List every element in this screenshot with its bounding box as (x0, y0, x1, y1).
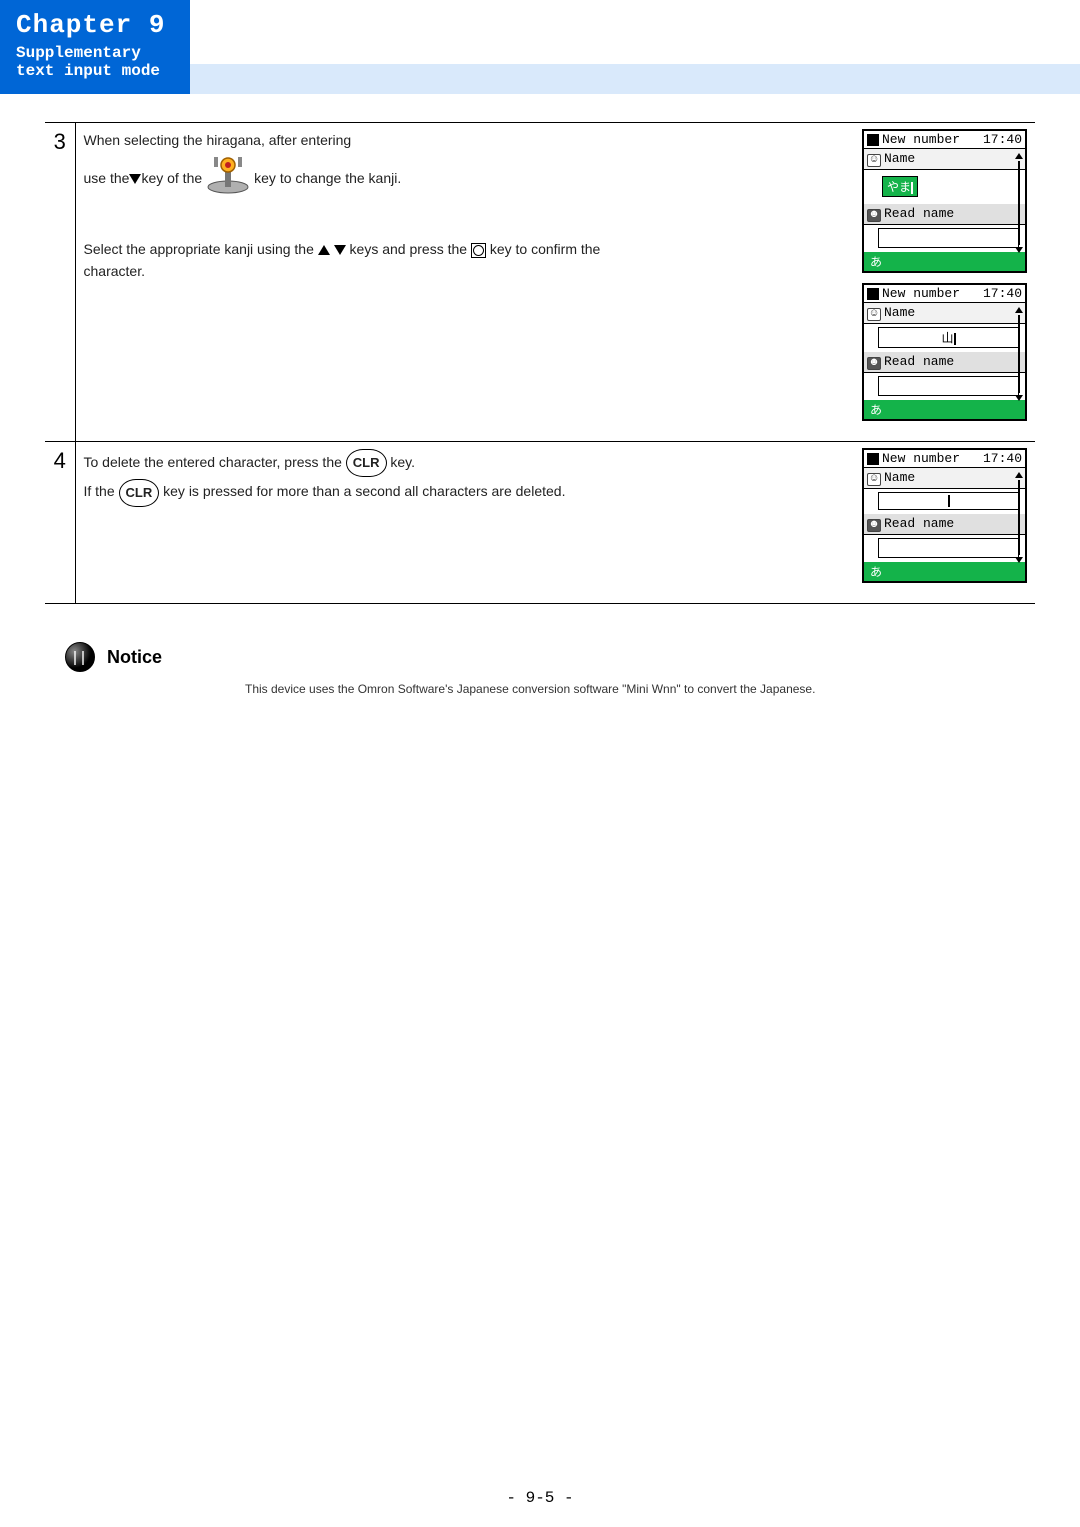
name-field (878, 492, 1019, 510)
name-field: やま (882, 176, 918, 197)
notice-block: Notice (45, 642, 1035, 672)
name-field: 山 (878, 327, 1019, 348)
text: Select the appropriate kanji using the (84, 241, 318, 257)
step-number: 4 (45, 442, 75, 604)
read-label: Read name (884, 206, 954, 221)
step3-part1: When selecting the hiragana, after enter… (84, 129, 847, 202)
phone-time: 17:40 (983, 132, 1022, 147)
step4-text: To delete the entered character, press t… (84, 448, 847, 507)
chapter-header: Chapter 9 Supplementary text input mode (0, 0, 1080, 94)
read-icon: ☻ (867, 519, 881, 532)
text: If the (84, 483, 119, 499)
text: key of the (141, 167, 202, 189)
notice-icon (65, 642, 95, 672)
phone-screenshot: New number 17:40 ☺Name 山 ☻Read name あ (862, 283, 1027, 421)
text: character. (84, 263, 145, 279)
phone-scrollbar (1015, 472, 1023, 563)
user-icon: ☺ (867, 473, 881, 486)
phone-screenshot: New number 17:40 ☺Name やま ☻Read name あ (862, 129, 1027, 273)
phone-time: 17:40 (983, 286, 1022, 301)
user-icon: ☺ (867, 308, 881, 321)
name-label: Name (884, 305, 915, 320)
confirm-key-icon (471, 243, 486, 258)
read-field (878, 538, 1019, 558)
joystick-icon (206, 155, 250, 201)
phone-scrollbar (1015, 153, 1023, 253)
bottom-rule (45, 603, 1035, 604)
text: key to change the kanji. (254, 167, 401, 189)
name-label: Name (884, 151, 915, 166)
step3-part2: Select the appropriate kanji using the k… (84, 238, 847, 283)
text: key to confirm the (490, 241, 601, 257)
phone-title: New number (882, 286, 960, 301)
clr-key-icon: CLR (119, 479, 160, 507)
read-field (878, 376, 1019, 396)
phone-title: New number (882, 132, 960, 147)
phone-screenshot: New number 17:40 ☺Name ☻Read name あ (862, 448, 1027, 583)
user-icon: ☺ (867, 154, 881, 167)
chapter-title: Chapter 9 (16, 10, 174, 40)
down-key-icon (129, 174, 141, 184)
text: key is pressed for more than a second al… (163, 483, 565, 499)
read-label: Read name (884, 516, 954, 531)
read-field (878, 228, 1019, 248)
phone-title: New number (882, 451, 960, 466)
phone-mode: あ (870, 253, 882, 270)
phone-mode: あ (870, 563, 882, 580)
phone-time: 17:40 (983, 451, 1022, 466)
header-band (190, 64, 1080, 94)
name-label: Name (884, 470, 915, 485)
steps-table: 3 When selecting the hiragana, after ent… (45, 123, 1035, 603)
step-number: 3 (45, 123, 75, 442)
page-footer: - 9-5 - (0, 1489, 1080, 1507)
phone-mode: あ (870, 401, 882, 418)
text: key. (390, 454, 415, 470)
phone-scrollbar (1015, 307, 1023, 401)
chapter-tab: Chapter 9 Supplementary text input mode (0, 0, 190, 94)
notice-label: Notice (107, 647, 162, 668)
read-icon: ☻ (867, 209, 881, 222)
text: use the (84, 167, 130, 189)
chapter-sub2: text input mode (16, 62, 174, 80)
down-key-icon (334, 245, 346, 255)
up-key-icon (318, 245, 330, 255)
read-label: Read name (884, 354, 954, 369)
read-icon: ☻ (867, 357, 881, 370)
text: When selecting the hiragana, after enter… (84, 132, 352, 148)
text: keys and press the (350, 241, 471, 257)
notice-text: This device uses the Omron Software's Ja… (245, 682, 1035, 696)
text: To delete the entered character, press t… (84, 454, 346, 470)
clr-key-icon: CLR (346, 449, 387, 477)
chapter-sub1: Supplementary (16, 44, 174, 62)
